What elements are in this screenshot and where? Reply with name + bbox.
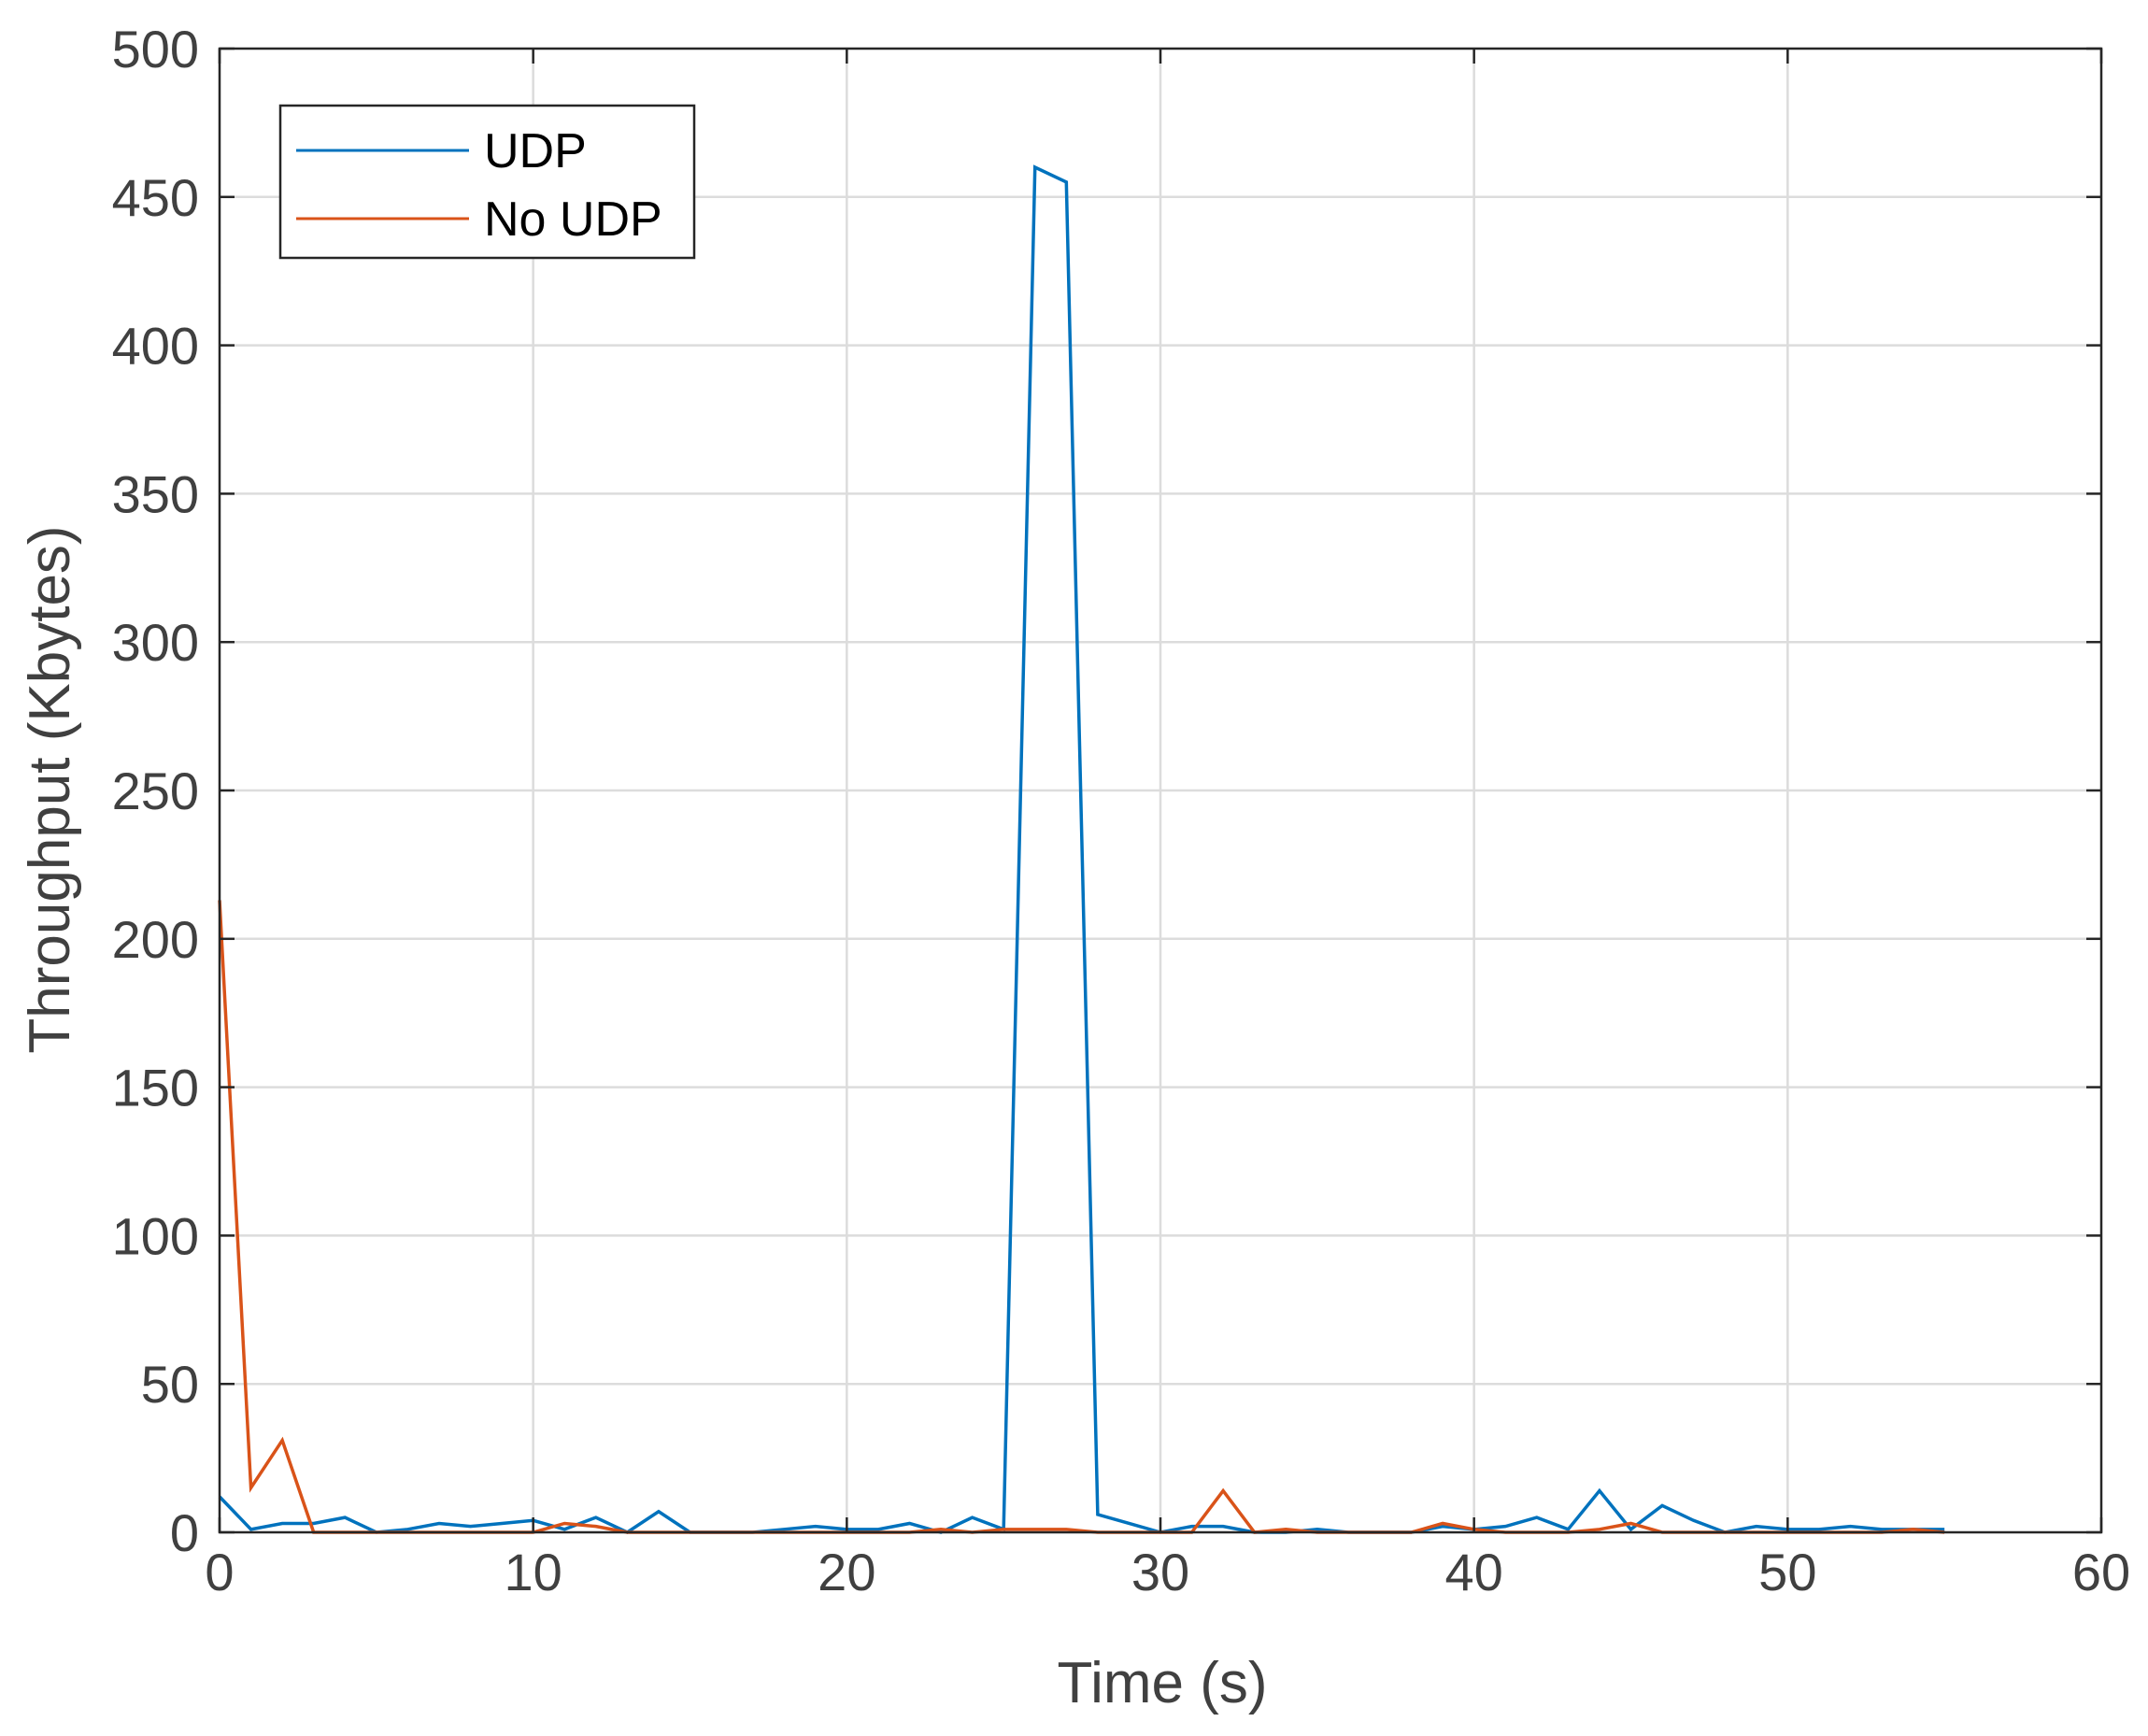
y-tick-label: 450: [112, 168, 199, 227]
x-tick-label: 40: [1445, 1543, 1503, 1601]
y-tick-label: 500: [112, 20, 199, 78]
legend-box: [278, 104, 696, 260]
y-tick-label: 100: [112, 1206, 199, 1265]
x-tick-label: 30: [1131, 1543, 1189, 1601]
x-tick-label: 50: [1758, 1543, 1816, 1601]
y-tick-label: 300: [112, 613, 199, 672]
legend: UDP No UDP: [278, 104, 696, 260]
y-axis-label: Throughput (Kbytes): [18, 525, 82, 1053]
legend-label-udp: UDP: [484, 124, 587, 178]
series-line-udp: [218, 164, 1945, 1535]
tick-labels: 0 10 20 30 40 50 60 0 50 100 150 200 250 300 350 400 450…: [112, 20, 2131, 1601]
y-tick-label: 50: [141, 1355, 199, 1414]
y-tick-label: 250: [112, 761, 199, 820]
x-axis-label: Time (s): [1058, 1651, 1268, 1715]
y-tick-label: 150: [112, 1059, 199, 1117]
x-tick-label: 10: [505, 1543, 562, 1601]
y-tick-label: 400: [112, 317, 199, 376]
y-tick-label: 350: [112, 464, 199, 523]
y-tick-label: 200: [112, 910, 199, 969]
x-tick-label: 60: [2072, 1543, 2130, 1601]
plot-axes: [218, 47, 2103, 1534]
legend-label-no-udp: No UDP: [484, 192, 662, 247]
grid-lines: [220, 49, 2101, 1532]
x-tick-label: 20: [818, 1543, 875, 1601]
x-tick-label: 0: [205, 1543, 234, 1601]
y-tick-label: 0: [170, 1503, 199, 1562]
